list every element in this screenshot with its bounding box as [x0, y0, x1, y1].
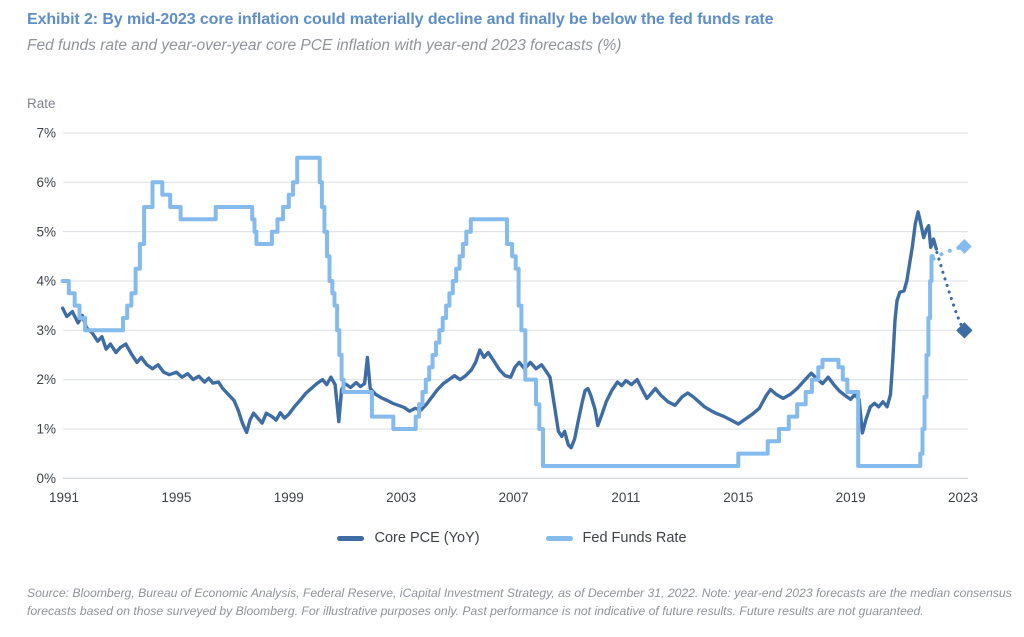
grid-lines	[63, 132, 968, 479]
y-tick-label: 6%	[36, 175, 56, 190]
y-tick-label: 1%	[36, 422, 56, 437]
source-note: Source: Bloomberg, Bureau of Economic An…	[27, 586, 1012, 618]
fed-funds-forecast-dotted-diamond-icon	[957, 239, 972, 254]
exhibit-title: Exhibit 2: By mid-2023 core inflation co…	[27, 11, 774, 28]
y-axis-title: Rate	[27, 96, 56, 111]
x-tick-label: 2019	[836, 490, 866, 505]
x-tick-label: 2015	[723, 490, 753, 505]
y-tick-label: 4%	[36, 274, 56, 289]
y-tick-label: 5%	[36, 224, 56, 239]
core-pce-forecast-dotted-diamond-icon	[956, 322, 973, 339]
legend-label-core-pce: Core PCE (YoY)	[374, 530, 480, 546]
chart-legend: Core PCE (YoY) Fed Funds Rate	[0, 530, 1024, 546]
x-tick-label: 1991	[49, 490, 79, 505]
exhibit-subtitle: Fed funds rate and year-over-year core P…	[27, 37, 622, 54]
fed-funds-swatch-icon	[545, 535, 573, 541]
x-tick-label: 2011	[611, 490, 640, 505]
legend-label-fed-funds: Fed Funds Rate	[582, 530, 687, 546]
x-tick-label: 2023	[948, 490, 978, 505]
y-tick-label: 0%	[36, 471, 56, 486]
x-tick-label: 2007	[498, 490, 528, 505]
fed-funds-line	[60, 155, 935, 468]
core-pce-line	[60, 210, 938, 450]
x-tick-label: 1995	[161, 490, 191, 505]
x-tick-label: 1999	[274, 490, 304, 505]
x-axis-labels: 1991 1995 1999 2003 2007 2011 2015 2019 2023	[49, 490, 978, 505]
y-tick-label: 3%	[36, 323, 56, 338]
legend-item-core-pce: Core PCE (YoY)	[337, 530, 480, 546]
y-tick-label: 7%	[36, 126, 56, 141]
legend-item-fed-funds: Fed Funds Rate	[545, 530, 687, 546]
y-tick-label: 2%	[36, 372, 56, 387]
core-pce-swatch-icon	[337, 535, 365, 541]
x-tick-label: 2003	[386, 490, 416, 505]
y-axis-labels: 7% 6% 5% 4% 3% 2% 1% 0%	[36, 126, 56, 486]
core-pce-forecast-dotted	[935, 250, 965, 331]
